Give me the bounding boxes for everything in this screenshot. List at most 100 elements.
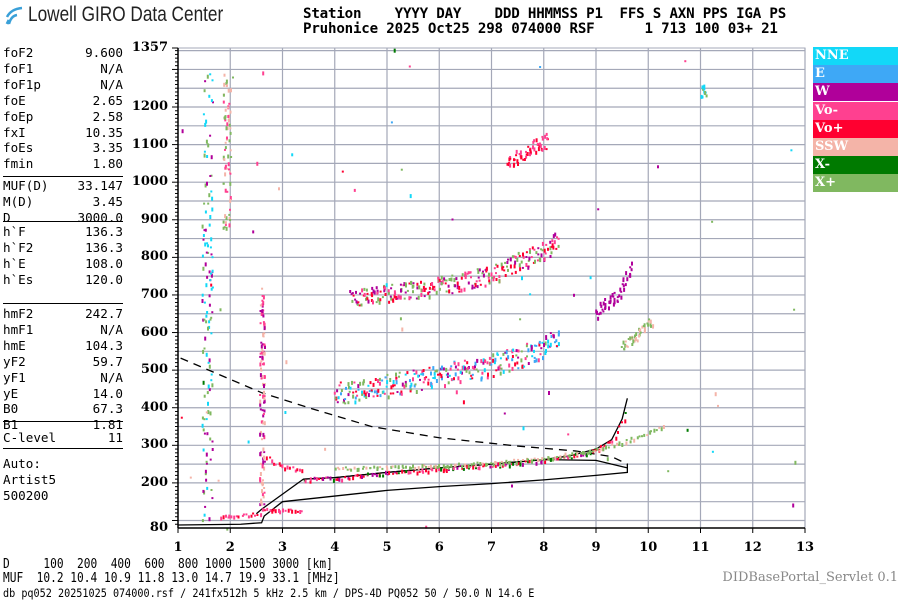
data-point [210, 379, 213, 382]
data-point [624, 419, 627, 424]
data-point [493, 267, 496, 270]
data-point [448, 278, 451, 281]
data-point [358, 398, 361, 402]
data-point [201, 519, 204, 523]
data-point [406, 289, 409, 292]
data-point [545, 243, 548, 246]
data-point [536, 142, 539, 146]
data-point [263, 451, 266, 454]
data-point [433, 371, 436, 376]
param-value: 33.147 [77, 178, 124, 193]
data-point [535, 150, 538, 155]
data-point [208, 270, 211, 274]
param-name: foEp [3, 108, 34, 124]
data-point [318, 478, 321, 480]
data-point [447, 469, 450, 471]
data-point [549, 342, 552, 347]
data-point [619, 287, 622, 292]
data-point [350, 468, 353, 472]
data-point [279, 464, 282, 467]
param-row-foe: foE 2.65 [3, 93, 123, 109]
data-point [201, 254, 204, 258]
param-row-fxi: fxI 10.35 [3, 125, 123, 141]
data-point [208, 325, 211, 329]
data-point [445, 469, 448, 473]
data-point [228, 123, 231, 127]
param-name: h`F [3, 224, 26, 239]
param-name: fxI [3, 124, 26, 140]
data-point [453, 361, 456, 365]
data-point [629, 272, 632, 275]
data-point [634, 334, 636, 339]
data-point [507, 258, 509, 261]
data-point [589, 276, 592, 280]
data-point [550, 251, 553, 255]
data-point [259, 394, 262, 396]
x-tick-label: 5 [382, 540, 392, 555]
data-point [537, 147, 540, 152]
data-point [207, 244, 209, 248]
data-point [612, 302, 615, 307]
data-point [466, 361, 469, 365]
data-point [466, 464, 469, 469]
data-point [541, 241, 544, 246]
data-point [401, 327, 404, 332]
data-point [309, 477, 312, 482]
data-point [422, 286, 425, 289]
data-point [466, 272, 469, 275]
data-point [493, 275, 496, 279]
axes [172, 47, 806, 533]
data-point [204, 183, 207, 188]
data-point [313, 476, 316, 480]
data-point [372, 300, 374, 305]
data-point [353, 466, 356, 470]
data-point [601, 308, 604, 311]
legend-item-vominus: Vo- [813, 101, 898, 120]
data-point [351, 299, 354, 303]
data-point [341, 478, 344, 483]
data-point [422, 470, 425, 474]
data-point [486, 463, 489, 467]
data-point [460, 276, 463, 280]
data-point [503, 269, 506, 272]
data-point [503, 412, 506, 415]
data-point [282, 508, 284, 513]
data-point [222, 220, 225, 224]
data-point [464, 463, 467, 468]
data-point [608, 440, 611, 444]
data-point [494, 357, 497, 362]
data-point [609, 301, 612, 305]
data-point [211, 311, 214, 314]
data-point [543, 343, 545, 347]
data-point [229, 181, 232, 186]
data-point [432, 285, 435, 290]
data-point [226, 167, 229, 170]
data-point [493, 360, 496, 365]
data-point [495, 369, 498, 372]
data-point [370, 299, 373, 302]
data-point [259, 472, 262, 476]
y-tick-label: 1100 [131, 136, 168, 152]
data-point [461, 273, 464, 277]
data-point [202, 448, 205, 452]
data-point [432, 377, 435, 379]
data-point [208, 193, 211, 198]
data-point [450, 277, 453, 282]
data-point [409, 389, 412, 393]
data-point [376, 394, 379, 397]
data-point [262, 414, 265, 418]
data-point [548, 391, 550, 395]
data-point [450, 365, 453, 368]
data-point [478, 466, 481, 471]
legend-item-e: E [813, 65, 898, 84]
data-point [210, 373, 213, 376]
data-point [542, 356, 544, 361]
data-point [203, 150, 206, 153]
param-name: fmin [3, 156, 34, 172]
data-point [390, 287, 393, 290]
data-point [482, 273, 485, 278]
data-point [598, 449, 601, 452]
data-point [284, 509, 287, 512]
data-point [261, 312, 264, 317]
data-point [354, 396, 357, 400]
